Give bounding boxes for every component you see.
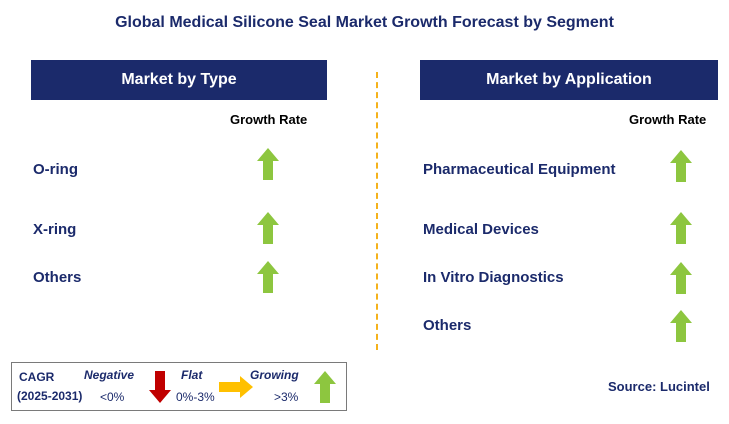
source-note: Source: Lucintel (608, 379, 710, 394)
legend-negative-value: <0% (100, 390, 125, 404)
cagr-legend: CAGR (2025-2031) Negative <0% Flat 0%-3%… (11, 362, 347, 411)
growth-up-arrow-icon (670, 262, 692, 294)
growth-up-arrow-icon (257, 261, 279, 293)
market-by-type-header: Market by Type (31, 60, 327, 100)
legend-flat-value: 0%-3% (176, 390, 215, 404)
legend-period: (2025-2031) (17, 389, 83, 403)
legend-growing-label: Growing (250, 368, 299, 382)
market-by-application-header: Market by Application (420, 60, 718, 100)
growing-up-arrow-icon (314, 371, 336, 403)
application-item-in-vitro-diagnostics: In Vitro Diagnostics (423, 269, 564, 286)
growth-up-arrow-icon (257, 148, 279, 180)
negative-down-arrow-icon (149, 371, 171, 403)
page-title: Global Medical Silicone Seal Market Grow… (115, 14, 614, 31)
application-item-pharmaceutical-equipment: Pharmaceutical Equipment (423, 161, 616, 178)
panel-divider (376, 72, 378, 350)
type-item-o-ring: O-ring (33, 161, 78, 178)
growth-up-arrow-icon (670, 212, 692, 244)
growth-up-arrow-icon (670, 150, 692, 182)
legend-flat-label: Flat (181, 368, 203, 382)
type-item-others: Others (33, 269, 82, 286)
legend-negative-label: Negative (84, 368, 135, 382)
flat-right-arrow-icon (219, 376, 253, 398)
growth-up-arrow-icon (257, 212, 279, 244)
type-item-x-ring: X-ring (33, 221, 77, 238)
application-growth-rate-label: Growth Rate (629, 112, 707, 127)
application-item-medical-devices: Medical Devices (423, 221, 539, 238)
application-item-others: Others (423, 317, 472, 334)
type-growth-rate-label: Growth Rate (230, 112, 308, 127)
growth-up-arrow-icon (670, 310, 692, 342)
legend-cagr-label: CAGR (19, 370, 55, 384)
legend-growing-value: >3% (274, 390, 299, 404)
